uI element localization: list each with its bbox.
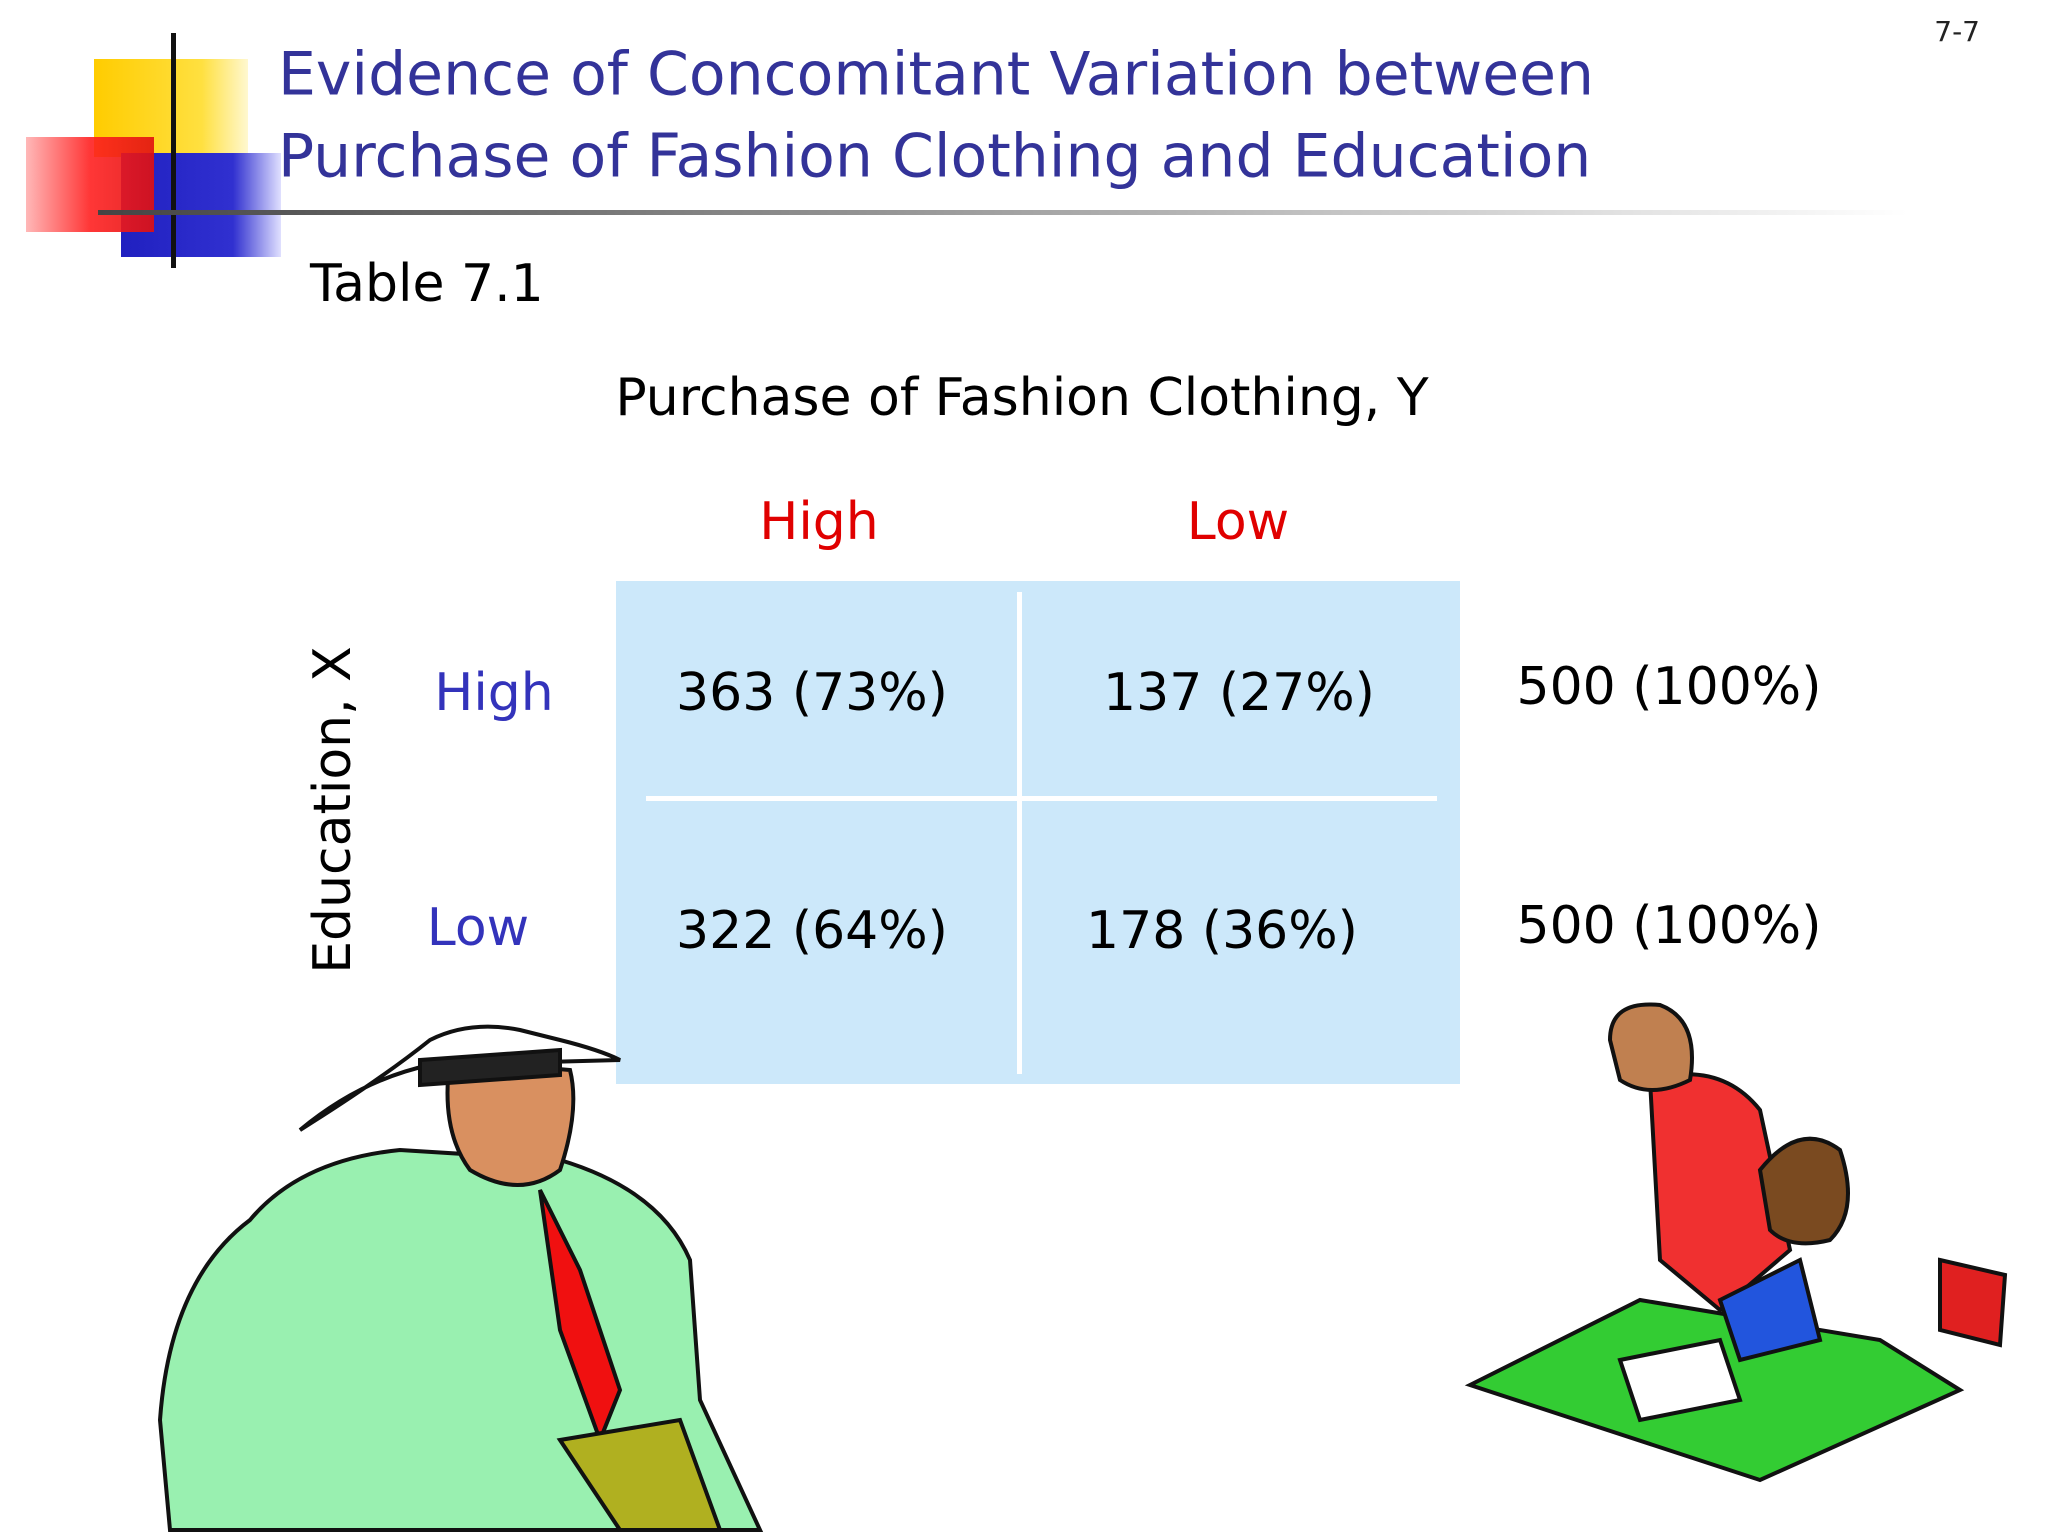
- row-total: 500 (100%): [1516, 896, 1821, 956]
- row-header: Education, X: [303, 646, 363, 974]
- title-line: Evidence of Concomitant Variation betwee…: [278, 40, 1594, 110]
- clipart-men-right: [1464, 1002, 2008, 1483]
- slide-number: 7-7: [1934, 15, 1980, 48]
- row-label: Low: [427, 898, 529, 958]
- cell: 178 (36%): [1086, 901, 1358, 961]
- cell: 137 (27%): [1103, 663, 1375, 723]
- column-header: Purchase of Fashion Clothing, Y: [615, 368, 1428, 428]
- clipart-man-left: [157, 1024, 764, 1532]
- column-label: High: [759, 492, 879, 552]
- column-label: Low: [1187, 492, 1289, 552]
- row-total: 500 (100%): [1516, 657, 1821, 717]
- row-label: High: [434, 663, 554, 723]
- table-box: [616, 581, 1460, 1084]
- cell: 322 (64%): [676, 901, 948, 961]
- logo: [26, 33, 1908, 268]
- table-caption: Table 7.1: [309, 254, 544, 314]
- cell: 363 (73%): [676, 663, 948, 723]
- title-line: Purchase of Fashion Clothing and Educati…: [278, 122, 1591, 192]
